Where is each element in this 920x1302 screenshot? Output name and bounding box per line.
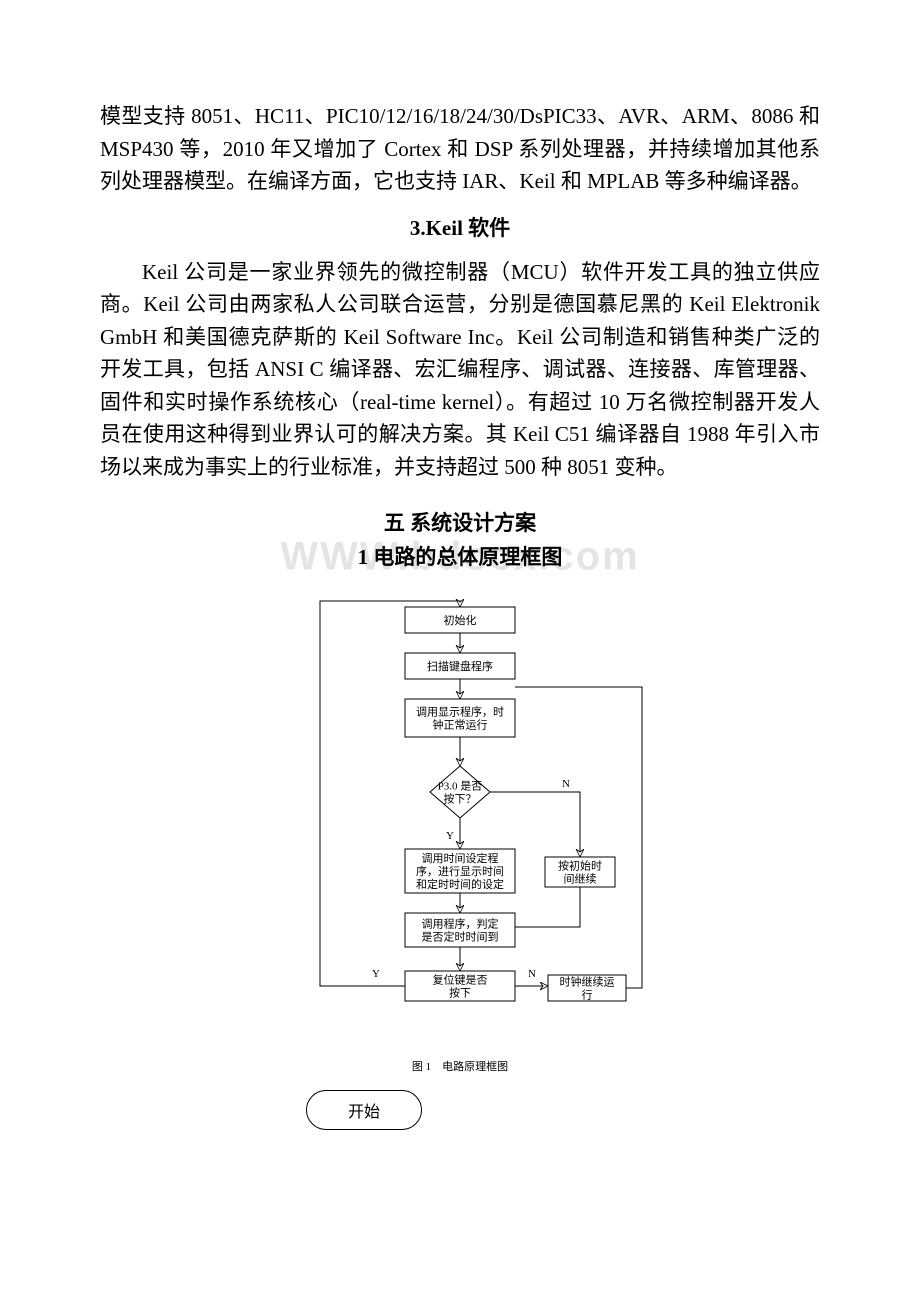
svg-text:间继续: 间继续 — [564, 872, 597, 886]
svg-text:按初始时: 按初始时 — [558, 859, 602, 873]
svg-text:N: N — [562, 778, 570, 790]
svg-text:Y: Y — [446, 830, 454, 842]
svg-text:Y: Y — [372, 968, 380, 980]
svg-text:调用显示程序，时: 调用显示程序，时 — [416, 705, 504, 719]
svg-text:调用时间设定程: 调用时间设定程 — [422, 851, 499, 865]
svg-text:和定时时间的设定: 和定时时间的设定 — [416, 877, 504, 891]
svg-text:钟正常运行: 钟正常运行 — [433, 718, 488, 732]
svg-text:是否定时时间到: 是否定时时间到 — [422, 930, 499, 944]
body-paragraph-1: 模型支持 8051、HC11、PIC10/12/16/18/24/30/DsPI… — [100, 100, 820, 198]
svg-text:初始化: 初始化 — [444, 613, 477, 627]
flowchart-svg: Y N N Y 初始化扫描键盘程序调用显示程序，时钟正常运行 P3.0 是否按下？ 调用时间… — [250, 587, 670, 1047]
start-node-label: 开始 — [348, 1098, 380, 1122]
flowchart-caption: 图 1 电路原理框图 — [250, 1058, 670, 1074]
svg-text:P3.0 是否: P3.0 是否 — [438, 780, 483, 793]
svg-text:复位键是否: 复位键是否 — [433, 973, 488, 987]
svg-text:序，进行显示时间: 序，进行显示时间 — [416, 864, 504, 878]
start-node: 开始 — [306, 1090, 422, 1130]
svg-text:调用程序，判定: 调用程序，判定 — [422, 917, 499, 931]
body-paragraph-2: Keil 公司是一家业界领先的微控制器（MCU）软件开发工具的独立供应商。Kei… — [100, 256, 820, 484]
svg-text:行: 行 — [582, 989, 593, 1002]
svg-text:N: N — [528, 968, 536, 980]
flowchart-diagram: Y N N Y 初始化扫描键盘程序调用显示程序，时钟正常运行 P3.0 是否按下？ 调用时间… — [250, 587, 670, 1130]
svg-text:扫描键盘程序: 扫描键盘程序 — [427, 659, 493, 673]
svg-text:按下？: 按下？ — [444, 792, 477, 806]
svg-text:时钟继续运: 时钟继续运 — [560, 975, 615, 989]
heading-section-5: 五 系统设计方案 — [100, 507, 820, 537]
svg-text:按下: 按下 — [449, 986, 471, 1000]
heading-keil: 3.Keil 软件 — [100, 212, 820, 242]
subheading-1: 1 电路的总体原理框图 — [358, 545, 563, 569]
